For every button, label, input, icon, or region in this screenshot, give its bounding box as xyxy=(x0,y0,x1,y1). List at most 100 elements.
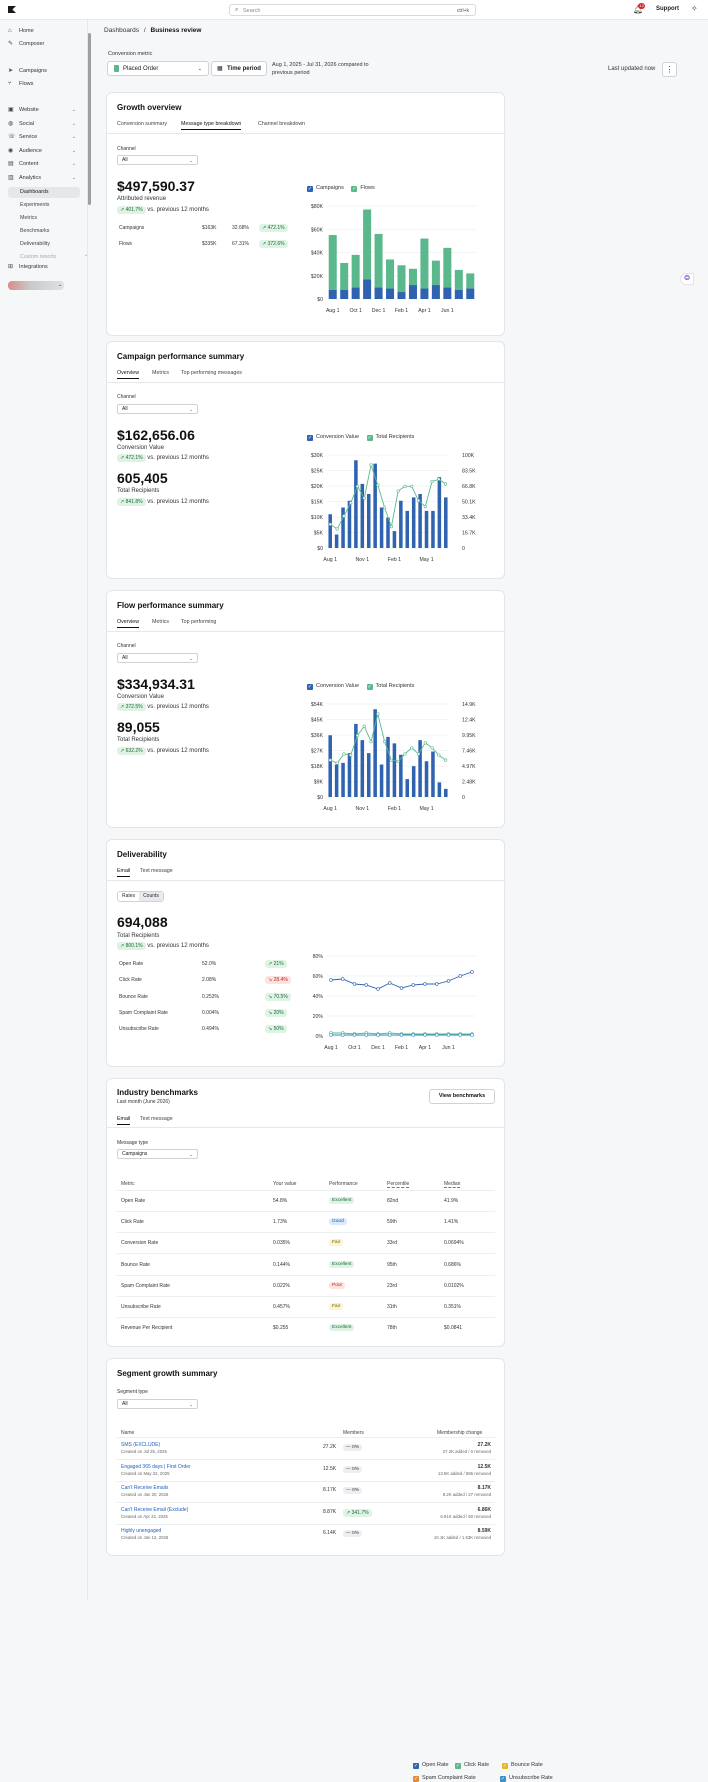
legend-campaigns[interactable]: ✓ Campaigns xyxy=(307,185,344,192)
segment-name-link[interactable]: Engaged 365 days | First Order xyxy=(121,1463,191,1470)
conversion-metric-select[interactable]: Placed Order ⌄ xyxy=(107,61,209,76)
legend-flows[interactable]: ✓ Flows xyxy=(351,185,375,192)
assistant-bubble-icon[interactable]: ❂ xyxy=(680,273,694,285)
sidebar-item-flows[interactable]: ⑂ Flows xyxy=(8,79,80,90)
search-placeholder: Search xyxy=(243,8,261,14)
chevron-down-icon: ⌄ xyxy=(71,174,76,181)
members-change: — 0% xyxy=(343,1487,363,1494)
checkbox-icon: ✓ xyxy=(366,684,373,690)
sidebar-item-service[interactable]: ☏ Service ⌄ xyxy=(8,132,80,143)
tab-email[interactable]: Email xyxy=(117,1116,131,1125)
sidebar-item-composer[interactable]: ✎ Composer xyxy=(8,39,80,50)
tab-message-type[interactable]: Message type breakdown xyxy=(181,121,242,130)
message-type-select[interactable]: Campaigns ⌄ xyxy=(117,1149,198,1159)
toggle-rates[interactable]: Rates xyxy=(122,893,136,899)
bar-conversion-value xyxy=(392,531,397,548)
tab-overview[interactable]: Overview xyxy=(117,619,140,628)
tab-metrics[interactable]: Metrics xyxy=(152,619,170,625)
members-change: ↗ 341.7% xyxy=(343,1508,372,1517)
bar-campaigns xyxy=(408,285,417,299)
legend-spam-complaint-rate[interactable]: ✓ Spam Complaint Rate xyxy=(413,1775,476,1782)
sidebar-item-home[interactable]: ⌂ Home xyxy=(8,26,80,37)
tab-overview[interactable]: Overview xyxy=(117,370,140,379)
card-title: Flow performance summary xyxy=(117,601,224,610)
table-row: Highly unengaged Created on Jan 12, 2026 6… xyxy=(107,1528,506,1546)
tab-email[interactable]: Email xyxy=(117,868,131,877)
support-link[interactable]: Support xyxy=(656,6,679,12)
segment-type-select[interactable]: All ⌄ xyxy=(117,1399,198,1409)
sidebar-item-campaigns[interactable]: ➤ Campaigns xyxy=(8,66,80,77)
sidebar-sub-benchmarks[interactable]: Benchmarks xyxy=(20,228,50,234)
toggle-counts[interactable]: Counts xyxy=(139,892,163,901)
sidebar-sub-deliverability[interactable]: Deliverability xyxy=(20,241,51,247)
bell-icon[interactable]: 🔔︎ xyxy=(633,5,644,14)
tab-text-message[interactable]: Text message xyxy=(140,868,173,874)
axis-tick-label: 7.46K xyxy=(462,749,476,755)
tab-text-message[interactable]: Text message xyxy=(140,1116,173,1122)
chevron-down-icon: ⌄ xyxy=(58,282,63,288)
row-amount: $163K xyxy=(202,225,217,231)
legend-conversion-value[interactable]: ✓ Conversion Value xyxy=(307,683,359,690)
legend-click-rate[interactable]: ✓ Click Rate xyxy=(455,1762,489,1769)
legend-open-rate[interactable]: ✓ Open Rate xyxy=(413,1762,449,1769)
sidebar-scrollbar[interactable] xyxy=(88,33,91,205)
analytics-icon: ▥ xyxy=(8,174,14,181)
legend-unsubscribe-rate[interactable]: ✓ Unsubscribe Rate xyxy=(500,1775,553,1782)
sidebar-item-audience[interactable]: ◉ Audience ⌄ xyxy=(8,146,80,157)
metric-name: Conversion Rate xyxy=(121,1240,159,1247)
legend-label: Flows xyxy=(360,185,375,191)
more-options-button[interactable]: ⋮ xyxy=(662,62,677,77)
tab-channel-breakdown[interactable]: Channel breakdown xyxy=(258,121,306,127)
axis-tick-label: Aug 1 xyxy=(323,806,337,812)
tab-top-messages[interactable]: Top performing messages xyxy=(181,370,242,376)
channel-select[interactable]: All ⌄ xyxy=(117,404,198,414)
breadcrumb-parent[interactable]: Dashboards xyxy=(104,27,140,34)
channel-select[interactable]: All ⌄ xyxy=(117,155,198,165)
legend-conversion-value[interactable]: ✓ Conversion Value xyxy=(307,434,359,441)
change-badge: — 0% xyxy=(343,1444,363,1451)
axis-tick-label: $0 xyxy=(317,546,323,552)
segment-name-link[interactable]: Can't Receive Emails xyxy=(121,1485,169,1491)
sidebar-item-analytics[interactable]: ▥ Analytics ⌄ xyxy=(8,173,80,184)
time-period-button[interactable]: ▦ Time period xyxy=(211,61,267,76)
sidebar-item-content[interactable]: ▤ Content ⌄ xyxy=(8,159,80,170)
sidebar-sub-metrics[interactable]: Metrics xyxy=(20,215,38,221)
bar-conversion-value xyxy=(360,740,365,797)
tab-metrics[interactable]: Metrics xyxy=(152,370,170,376)
tab-conversion-summary[interactable]: Conversion summary xyxy=(117,121,168,127)
change-badge: ↘ 50% xyxy=(265,1025,287,1034)
bar-conversion-value xyxy=(411,497,416,548)
sidebar-sub-experiments[interactable]: Experiments xyxy=(20,202,50,208)
line-point xyxy=(446,1033,451,1037)
sidebar-item-website[interactable]: ▣ Website ⌄ xyxy=(8,105,80,116)
segment-name-link[interactable]: Highly unengaged xyxy=(121,1528,162,1534)
sparkle-icon[interactable]: ✧ xyxy=(691,4,698,13)
tab-top-performing[interactable]: Top performing xyxy=(181,619,217,625)
line-point xyxy=(355,733,360,738)
channel-label: Channel xyxy=(117,146,136,152)
change-value: 50% xyxy=(273,1026,284,1033)
segment-growth-card: Segment growth summary Segment type All ⌄… xyxy=(106,1358,505,1556)
legend-total-recipients[interactable]: ✓ Total Recipients xyxy=(366,434,414,441)
segment-name-link[interactable]: SMS (EXCLUDE) xyxy=(121,1442,161,1448)
bar-conversion-value xyxy=(386,517,390,548)
sidebar-item-integrations[interactable]: ⊞ Integrations xyxy=(8,262,80,273)
segment-name-link[interactable]: Can't Receive Email (Exclude) xyxy=(121,1506,189,1513)
checkbox-icon: ✓ xyxy=(366,435,373,441)
deliv-metric-name: Spam Complaint Rate xyxy=(119,1009,168,1016)
row-divider xyxy=(117,1437,495,1438)
view-benchmarks-button[interactable]: View benchmarks xyxy=(429,1089,495,1104)
sidebar-item-social[interactable]: ◍ Social ⌄ xyxy=(8,119,80,130)
search-input[interactable]: ⌕ Search ctrl+k xyxy=(229,4,476,16)
logo[interactable] xyxy=(8,6,16,13)
change-value: 372.6% xyxy=(267,241,285,247)
bar-conversion-value xyxy=(379,764,384,797)
account-switcher[interactable] xyxy=(8,281,64,290)
sidebar-sub-dashboards[interactable]: Dashboards xyxy=(8,187,80,198)
sidebar-sub-custom-reports[interactable]: Custom reports xyxy=(20,254,57,258)
channel-select[interactable]: All ⌄ xyxy=(117,653,198,663)
legend-bounce-rate[interactable]: ✓ Bounce Rate xyxy=(502,1762,543,1769)
legend-total-recipients[interactable]: ✓ Total Recipients xyxy=(366,683,414,690)
axis-tick-label: Feb 1 xyxy=(395,308,408,314)
recipients-change: ↗ 632.2% vs. previous 12 months xyxy=(117,747,209,755)
